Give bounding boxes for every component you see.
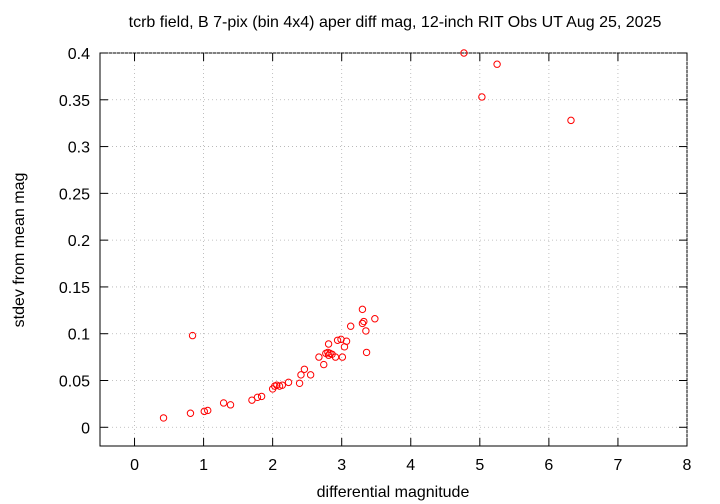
point: [204, 406, 212, 415]
point: [346, 322, 355, 330]
x-tick-label: 2: [268, 457, 277, 474]
point: [478, 93, 486, 101]
y-tick-label: 0.2: [68, 233, 90, 250]
x-axis-label: differential magnitude: [317, 484, 470, 501]
point: [362, 348, 371, 357]
y-tick-label: 0.25: [59, 186, 90, 203]
point: [253, 393, 262, 402]
chart-title: tcrb field, B 7-pix (bin 4x4) aper diff …: [129, 14, 662, 31]
point: [295, 379, 304, 388]
x-tick-label: 7: [613, 457, 622, 474]
x-tick-label: 6: [544, 457, 553, 474]
y-tick-label: 0.1: [68, 327, 90, 344]
x-tick-label: 1: [199, 457, 208, 474]
point: [358, 319, 367, 328]
y-tick-label: 0.4: [68, 46, 90, 63]
y-axis-label: stdev from mean mag: [11, 173, 28, 328]
point: [186, 409, 195, 417]
point: [362, 327, 370, 335]
point: [331, 353, 340, 361]
point: [226, 401, 235, 409]
point: [360, 317, 368, 326]
point: [371, 315, 379, 323]
x-tick-label: 4: [406, 457, 415, 474]
point: [320, 360, 328, 369]
x-tick-label: 8: [683, 457, 692, 474]
plot-frame: [99, 52, 688, 447]
point: [284, 378, 293, 387]
point: [297, 371, 305, 379]
point: [200, 407, 208, 416]
point: [315, 353, 323, 361]
point: [358, 305, 367, 314]
y-tick-label: 0.3: [68, 140, 90, 157]
point: [300, 365, 309, 373]
point: [338, 353, 347, 361]
point: [493, 60, 501, 68]
point: [278, 381, 287, 389]
y-tick-label: 0: [81, 420, 90, 437]
point: [219, 399, 228, 407]
point: [159, 414, 168, 422]
point: [333, 336, 342, 344]
point: [324, 351, 333, 359]
point: [324, 340, 333, 348]
x-tick-label: 3: [337, 457, 346, 474]
point: [306, 371, 315, 379]
y-tick-label: 0.05: [59, 374, 90, 391]
point: [188, 331, 197, 340]
y-tick-label: 0.35: [59, 93, 90, 110]
point: [460, 49, 468, 57]
point: [567, 116, 575, 125]
x-tick-label: 5: [475, 457, 484, 474]
x-tick-label: 0: [130, 457, 139, 474]
point: [257, 392, 266, 401]
point: [342, 337, 351, 345]
y-tick-label: 0.15: [59, 280, 90, 297]
